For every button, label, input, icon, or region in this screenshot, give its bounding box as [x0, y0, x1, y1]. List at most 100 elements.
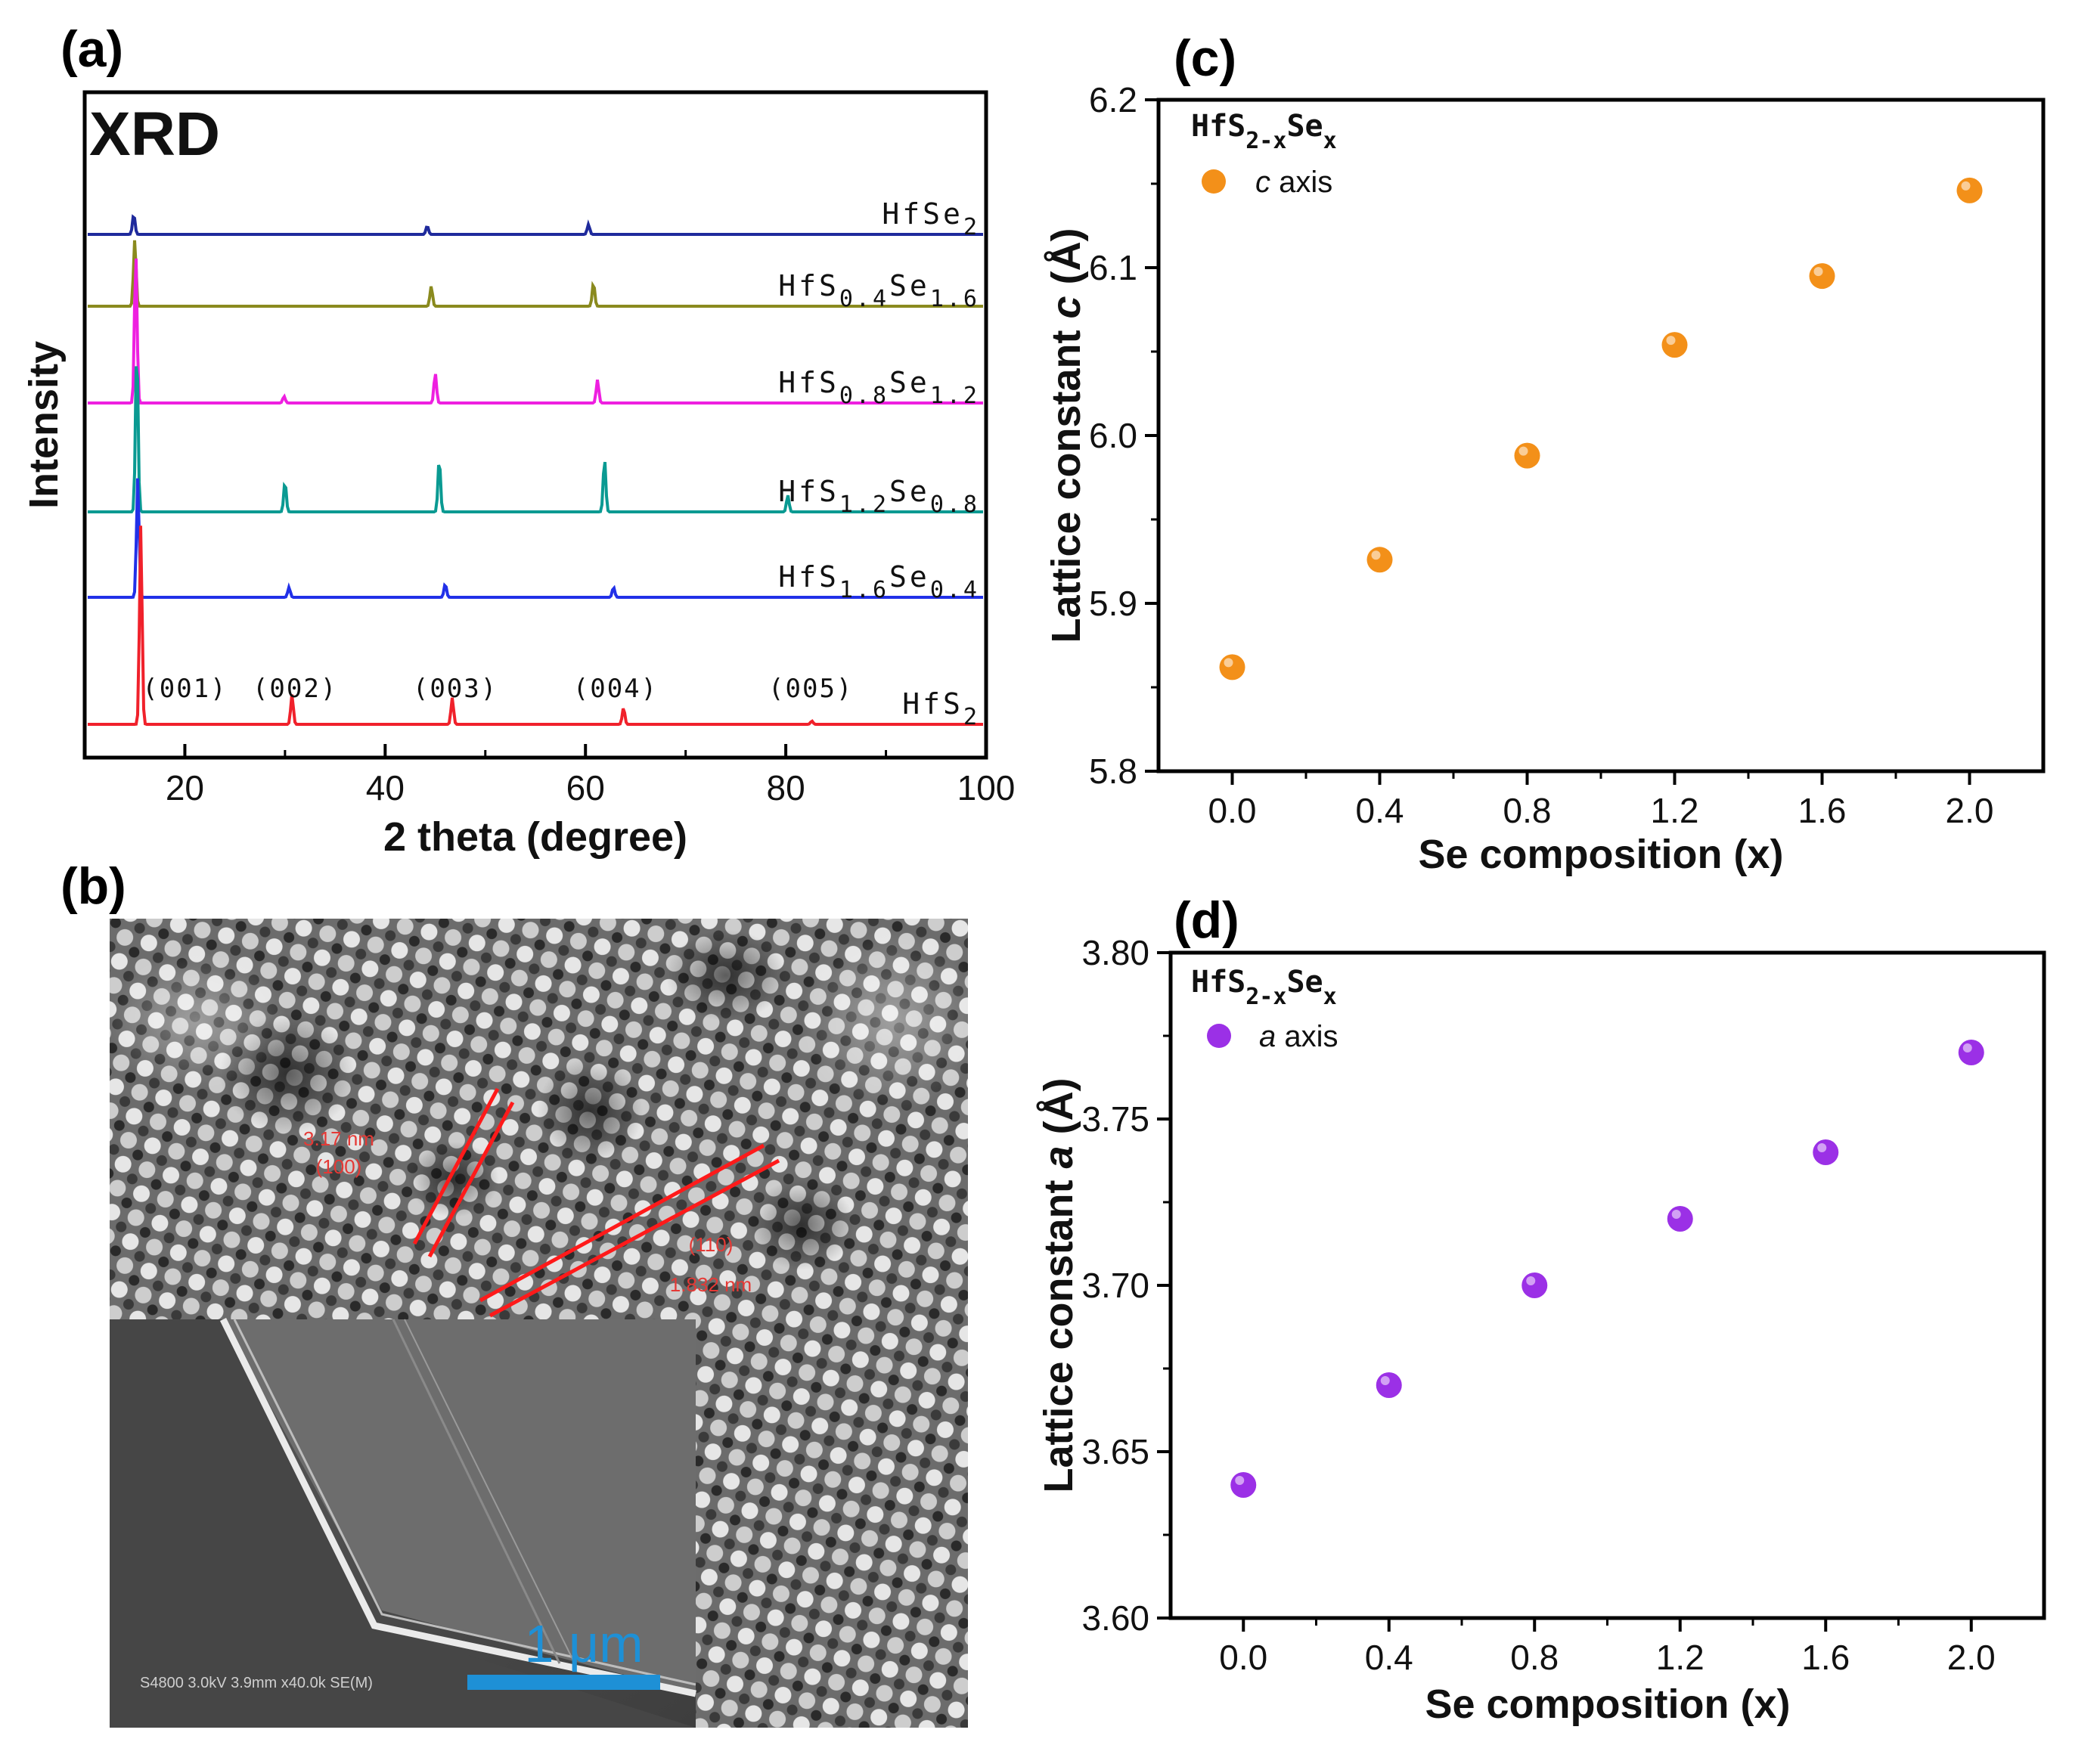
xrd-frame [82, 90, 988, 760]
xrd-trace [88, 214, 983, 236]
c-x-tick-label: 0.0 [1208, 791, 1257, 830]
c-y-tick-label: 6.2 [1089, 80, 1137, 119]
d-y-tick-label: 3.60 [1081, 1598, 1149, 1638]
panel-label-b: (b) [60, 857, 126, 915]
d-legend-marker [1207, 1024, 1231, 1048]
c-data-point [1366, 547, 1393, 573]
xrd-peak-label: (002) [253, 674, 337, 704]
annotation-110: (110) [689, 1233, 734, 1256]
d-data-point [1230, 1472, 1257, 1498]
xrd-y-label: Intensity [21, 341, 67, 509]
d-y-tick-label: 3.80 [1081, 933, 1149, 972]
xrd-peak-label: (001) [142, 674, 227, 704]
d-x-label: Se composition (x) [1425, 1682, 1790, 1727]
d-data-point-highlight [1380, 1376, 1390, 1385]
scale-bar-label: 1 μm [524, 1614, 643, 1673]
c-x-tick-label: 0.8 [1503, 791, 1552, 830]
c-data-point [1956, 177, 1983, 203]
c-y-label: Lattice constant c (Å) [1044, 228, 1089, 643]
d-legend-title: HfS2-xSex [1191, 965, 1337, 1010]
d-legend: HfS2-xSex a axis [1191, 965, 1338, 1053]
annotation-1-832-nm: 1.832 nm [670, 1273, 752, 1296]
c-y-tick-label: 6.0 [1089, 416, 1137, 455]
c-data-point-highlight [1961, 181, 1971, 191]
xrd-peak-label: (003) [413, 674, 498, 704]
c-data-point [1661, 332, 1688, 358]
c-x-tick-label: 1.2 [1651, 791, 1699, 830]
d-x-tick-label: 2.0 [1947, 1638, 1996, 1677]
d-data-point-highlight [1526, 1276, 1536, 1285]
d-x-tick-label: 1.6 [1801, 1638, 1850, 1677]
d-x-tick-label: 0.0 [1219, 1638, 1267, 1677]
d-data-point-highlight [1235, 1476, 1245, 1485]
xrd-peak-label: (004) [573, 674, 658, 704]
xrd-trace-label: HfS1.2Se0.8 [778, 475, 980, 518]
d-data-point [1376, 1372, 1402, 1398]
panel-label-c: (c) [1174, 29, 1236, 87]
lattice-a-chart: 0.0 0.4 0.8 1.2 1.6 2.0 3.60 3.65 3.70 3.75 3.80 S… [1036, 933, 2046, 1727]
d-data-point-highlight [1962, 1043, 1972, 1052]
lattice-c-chart: 0.0 0.4 0.8 1.2 1.6 2.0 5.8 5.9 6.0 6.1 6.2 Se com… [1044, 80, 2046, 877]
d-data-point [1521, 1272, 1548, 1298]
c-y-tick-label: 5.9 [1089, 584, 1137, 623]
c-y-tick-label: 5.8 [1089, 752, 1137, 791]
lattice-marker-100: 3.17 nm (100) [303, 1087, 515, 1258]
sem-inset: 1 μm S4800 3.0kV 3.9mm x40.0k SE(M) [110, 1318, 696, 1728]
xrd-x-tick-label: 40 [366, 768, 405, 808]
c-legend-title: HfS2-xSex [1191, 109, 1337, 154]
xrd-x-tick-label: 100 [957, 768, 1016, 808]
d-data-point-highlight [1817, 1143, 1827, 1152]
c-frame [1156, 98, 2046, 773]
xrd-chart: XRD Intensity 2 theta (degree) 20 40 60 80 1… [21, 90, 1016, 860]
c-data-point-highlight [1224, 658, 1233, 668]
d-y-tick-label: 3.75 [1081, 1099, 1149, 1139]
xrd-peak-label: (005) [768, 674, 853, 704]
xrd-trace-label: HfS1.6Se0.4 [778, 560, 980, 603]
d-y-label: Lattice constant a (Å) [1036, 1077, 1081, 1493]
xrd-trace [88, 366, 983, 513]
xrd-trace [88, 525, 983, 726]
annotation-100: (100) [316, 1155, 362, 1178]
c-data-point [1809, 263, 1835, 290]
d-y-tick-label: 3.65 [1081, 1432, 1149, 1471]
d-x-tick-label: 1.2 [1656, 1638, 1705, 1677]
d-data-point [1813, 1139, 1839, 1165]
d-data-point [1667, 1206, 1693, 1232]
xrd-x-tick-label: 20 [166, 768, 204, 808]
d-y-tick-label: 3.70 [1081, 1266, 1149, 1305]
d-data-point-highlight [1671, 1210, 1681, 1219]
c-data-point-highlight [1813, 267, 1823, 277]
d-data-point [1958, 1040, 1984, 1065]
xrd-x-tick-label: 60 [566, 768, 605, 808]
c-y-tick-label: 6.1 [1089, 248, 1137, 287]
d-x-tick-label: 0.4 [1365, 1638, 1413, 1677]
xrd-x-label: 2 theta (degree) [383, 814, 687, 860]
c-x-tick-label: 2.0 [1946, 791, 1994, 830]
xrd-trace [88, 478, 983, 599]
scale-bar [467, 1675, 660, 1690]
d-legend-label: a axis [1259, 1020, 1338, 1053]
xrd-trace-label: HfSe2 [882, 197, 980, 240]
c-data-point [1219, 654, 1245, 680]
c-legend-marker [1202, 169, 1226, 194]
panel-label-a: (a) [60, 20, 123, 78]
c-data-point-highlight [1371, 550, 1381, 560]
c-legend: HfS2-xSex c axis [1191, 109, 1337, 199]
xrd-trace-label: HfS0.4Se1.6 [778, 269, 980, 312]
c-data-point [1514, 442, 1540, 469]
annotation-3-17-nm: 3.17 nm [303, 1127, 374, 1150]
d-x-tick-label: 0.8 [1510, 1638, 1559, 1677]
c-x-tick-label: 1.6 [1798, 791, 1847, 830]
xrd-x-tick-label: 80 [767, 768, 805, 808]
c-legend-label: c axis [1255, 166, 1332, 199]
panel-label-d: (d) [1174, 891, 1239, 949]
c-x-tick-label: 0.4 [1356, 791, 1404, 830]
lattice-marker-110: (110) 1.832 nm [479, 1143, 780, 1318]
xrd-trace-label: HfS0.8Se1.2 [778, 366, 980, 409]
c-data-point-highlight [1518, 446, 1528, 456]
sem-info-text: S4800 3.0kV 3.9mm x40.0k SE(M) [140, 1675, 373, 1691]
xrd-trace-label: HfS2 [902, 687, 980, 730]
xrd-trace [88, 240, 983, 308]
xrd-trace [88, 258, 983, 405]
